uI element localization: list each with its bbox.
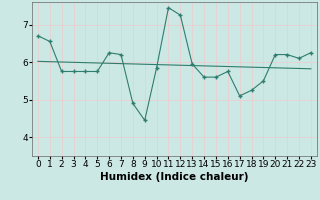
X-axis label: Humidex (Indice chaleur): Humidex (Indice chaleur) [100, 172, 249, 182]
